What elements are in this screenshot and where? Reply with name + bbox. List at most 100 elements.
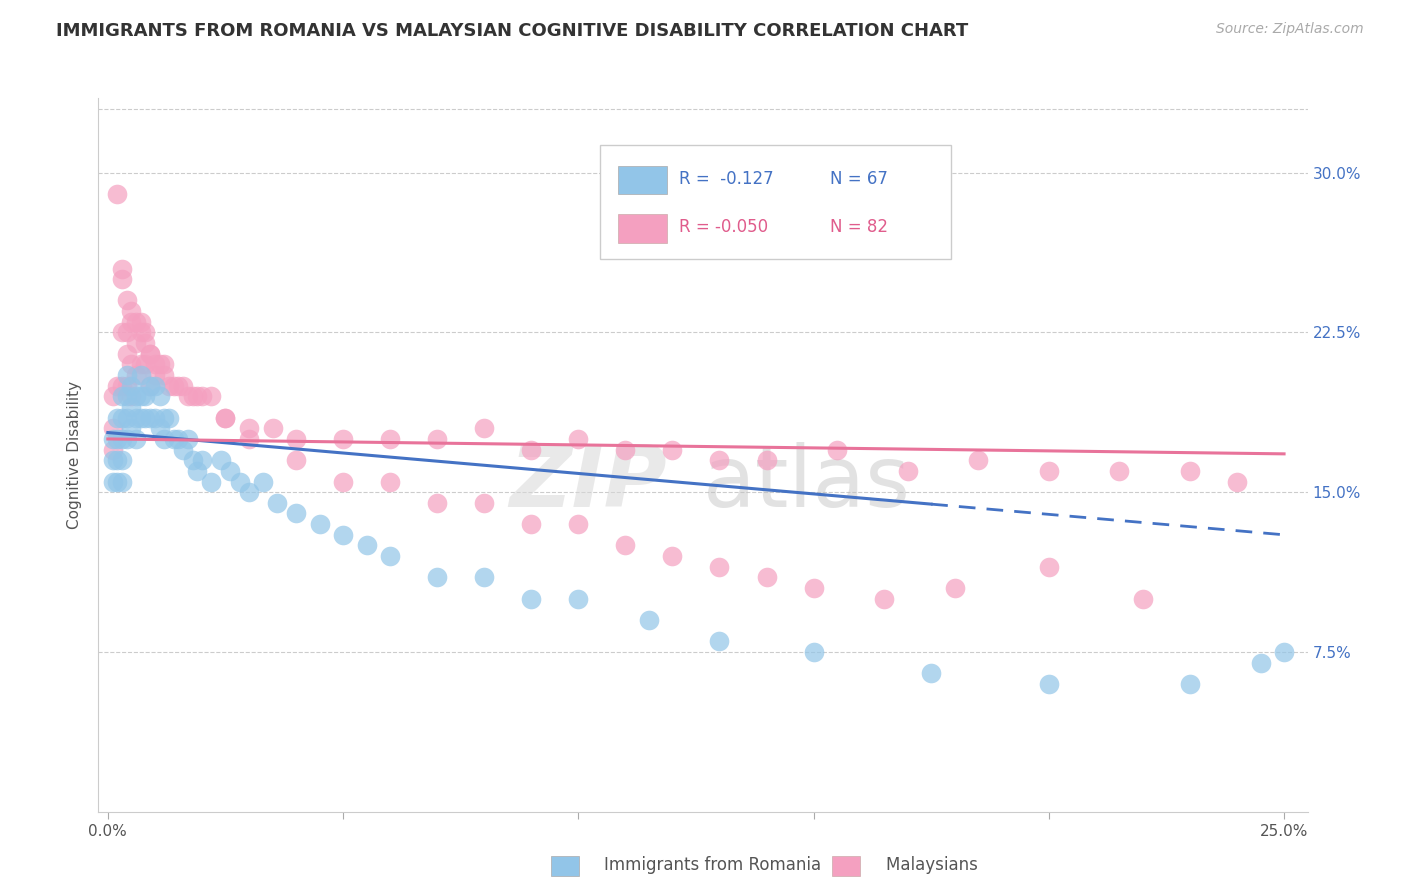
Point — [332, 475, 354, 489]
FancyBboxPatch shape — [600, 145, 950, 259]
Point — [120, 315, 142, 329]
Point — [177, 389, 200, 403]
Point — [1038, 559, 1060, 574]
Point — [177, 432, 200, 446]
Point — [115, 378, 138, 392]
Point — [153, 432, 176, 446]
Point — [129, 326, 152, 340]
Point — [661, 442, 683, 457]
Point — [1178, 464, 1201, 478]
Point — [897, 464, 920, 478]
Point — [139, 378, 162, 392]
Point — [426, 496, 449, 510]
FancyBboxPatch shape — [619, 214, 666, 243]
Point — [101, 389, 124, 403]
Point — [262, 421, 284, 435]
Point — [125, 336, 148, 351]
Point — [356, 538, 378, 552]
Point — [214, 410, 236, 425]
Point — [186, 464, 208, 478]
Point — [153, 410, 176, 425]
Point — [1272, 645, 1295, 659]
Point — [149, 358, 172, 372]
Point — [638, 613, 661, 627]
Point — [134, 410, 156, 425]
Point — [967, 453, 990, 467]
Text: atlas: atlas — [703, 442, 911, 525]
Point — [105, 186, 128, 201]
Point — [111, 475, 134, 489]
Text: R =  -0.127: R = -0.127 — [679, 169, 773, 187]
Text: Malaysians: Malaysians — [844, 856, 977, 874]
Point — [111, 378, 134, 392]
Point — [111, 453, 134, 467]
Point — [709, 634, 731, 648]
Point — [709, 559, 731, 574]
Point — [920, 666, 942, 681]
Y-axis label: Cognitive Disability: Cognitive Disability — [67, 381, 83, 529]
Point — [378, 475, 401, 489]
Point — [520, 517, 543, 532]
Point — [803, 581, 825, 595]
Point — [149, 389, 172, 403]
Point — [200, 475, 222, 489]
Point — [120, 358, 142, 372]
Text: N = 67: N = 67 — [830, 169, 887, 187]
Point — [101, 453, 124, 467]
Point — [209, 453, 232, 467]
Point — [125, 368, 148, 382]
Point — [101, 475, 124, 489]
Point — [129, 389, 152, 403]
Point — [228, 475, 250, 489]
FancyBboxPatch shape — [619, 166, 666, 194]
Point — [567, 432, 589, 446]
Point — [285, 507, 308, 521]
Point — [111, 272, 134, 286]
Point — [111, 389, 134, 403]
Point — [149, 421, 172, 435]
Point — [143, 358, 166, 372]
Point — [252, 475, 274, 489]
Point — [186, 389, 208, 403]
Point — [101, 421, 124, 435]
Point — [614, 538, 637, 552]
Point — [755, 453, 778, 467]
Point — [134, 326, 156, 340]
Point — [129, 368, 152, 382]
Point — [129, 358, 152, 372]
Point — [1226, 475, 1249, 489]
Point — [567, 517, 589, 532]
Point — [101, 442, 124, 457]
Point — [614, 442, 637, 457]
Point — [285, 432, 308, 446]
Point — [472, 570, 495, 584]
Point — [115, 389, 138, 403]
Point — [214, 410, 236, 425]
Point — [191, 453, 214, 467]
Point — [172, 378, 194, 392]
Point — [238, 432, 260, 446]
Point — [115, 326, 138, 340]
Point — [115, 432, 138, 446]
Point — [873, 591, 896, 606]
Text: Immigrants from Romania: Immigrants from Romania — [562, 856, 821, 874]
Text: N = 82: N = 82 — [830, 218, 889, 235]
Point — [163, 432, 186, 446]
Point — [125, 315, 148, 329]
Point — [153, 368, 176, 382]
Point — [111, 432, 134, 446]
Point — [105, 453, 128, 467]
Point — [115, 410, 138, 425]
Point — [755, 570, 778, 584]
Point — [139, 347, 162, 361]
Point — [238, 421, 260, 435]
Point — [1250, 656, 1272, 670]
Point — [472, 421, 495, 435]
Point — [115, 347, 138, 361]
Point — [661, 549, 683, 563]
Point — [709, 453, 731, 467]
Point — [115, 368, 138, 382]
Point — [125, 389, 148, 403]
Point — [157, 378, 180, 392]
Point — [134, 358, 156, 372]
